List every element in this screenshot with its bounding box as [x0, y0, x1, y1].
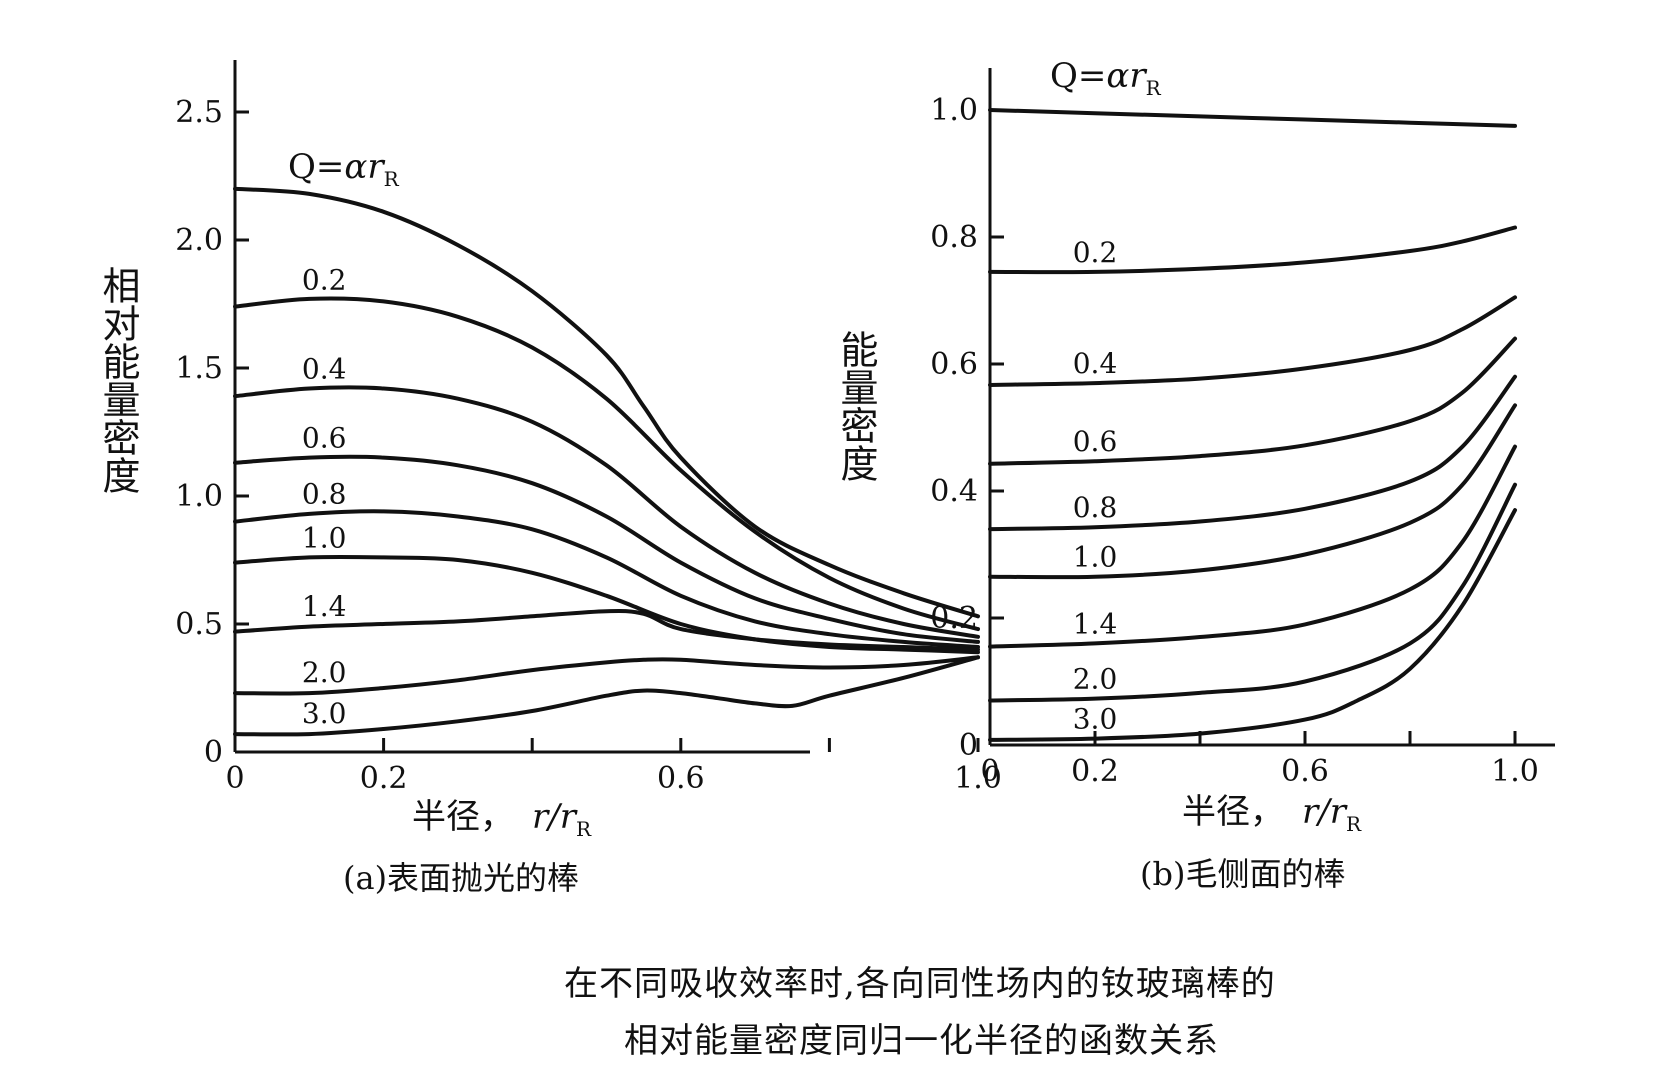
x-tick-label: 1.0	[954, 761, 1002, 796]
panel-a-x-label-math: r/r	[532, 797, 578, 837]
y-tick-label: 1.0	[175, 479, 223, 514]
panel-b-x-label-text: 半径，	[1182, 792, 1284, 832]
x-tick-label: 0.6	[657, 761, 705, 796]
panel-a-subcaption: (a)表面抛光的棒	[343, 859, 579, 897]
curve-label-3.0: 3.0	[1073, 703, 1118, 736]
panel-a-legend-prefix: Q=	[288, 147, 344, 187]
panel-a-legend-title: Q=αrR	[288, 147, 400, 191]
curve-label-0.2: 0.2	[302, 263, 347, 296]
y-tick-label: 2.0	[175, 223, 223, 258]
curve-label-2.0: 2.0	[302, 656, 347, 689]
curve-q-2.0	[988, 482, 1517, 703]
panel-a-y-ticks: 0 0.5 1.0 1.5 2.0 2.5	[175, 95, 249, 770]
y-tick-label: 0.8	[930, 220, 978, 255]
y-tick-label: 1.0	[930, 93, 978, 128]
panel-b-legend-prefix: Q=	[1050, 56, 1106, 96]
y-tick-label: 1.5	[175, 351, 223, 386]
curve-q-0.6	[988, 336, 1517, 466]
panel-a-x-ticks: 0 0.2 0.6 1.0	[225, 738, 1002, 796]
y-tick-label: 0.6	[930, 347, 978, 382]
curve-q-2.0	[233, 655, 980, 696]
curve-q-1.0	[233, 554, 980, 655]
panel-b-legend-alpha: αr	[1106, 56, 1147, 96]
curve-label-0.6: 0.6	[1073, 425, 1118, 458]
curve-label-1.0: 1.0	[302, 521, 347, 554]
y-tick-label: 2.5	[175, 95, 223, 130]
y-tick-label: 0.4	[930, 474, 978, 509]
x-tick-label: 0	[225, 761, 244, 796]
curve-q-0.4	[988, 295, 1517, 387]
panel-a-x-label-text: 半径，	[412, 797, 514, 837]
curve-q-0	[233, 186, 980, 619]
panel-a-curve-labels: 0.2 0.4 0.6 0.8 1.0 1.4 2.0 3.0	[302, 263, 347, 730]
panel-a-x-label-sub: R	[576, 817, 592, 841]
curve-q-3.0	[233, 655, 980, 737]
curve-q-0.6	[233, 454, 980, 644]
panel-a-legend-sub: R	[384, 167, 400, 191]
panel-b-y-label: 能量密度	[834, 330, 878, 482]
y-tick-label: 0	[959, 728, 978, 763]
x-tick-label: 0.6	[1281, 754, 1329, 789]
figure-caption-line-2: 相对能量密度同归一化半径的函数关系	[624, 1021, 1219, 1061]
curve-q-0	[988, 108, 1517, 128]
curve-label-0.2: 0.2	[1073, 236, 1118, 269]
y-tick-label: 0.5	[175, 607, 223, 642]
panel-b-legend-title: Q=αrR	[1050, 56, 1162, 100]
y-tick-label: 0.2	[930, 601, 978, 636]
x-tick-label: 0.2	[1071, 754, 1119, 789]
panel-b-x-label-math: r/r	[1302, 792, 1348, 832]
panel-a-y-label: 相对能量密度	[96, 266, 140, 494]
curve-q-3.0	[988, 508, 1517, 742]
curve-q-0.8	[233, 509, 980, 649]
panel-b-y-ticks: 0 0.2 0.4 0.6 0.8 1.0	[930, 93, 1004, 763]
panel-b-x-label-sub: R	[1346, 812, 1362, 836]
curve-label-0.8: 0.8	[1073, 491, 1118, 524]
curve-q-1.4	[233, 609, 980, 652]
curve-label-1.4: 1.4	[1073, 607, 1118, 640]
panel-a-x-label: 半径， r/rR	[412, 797, 592, 841]
panel-b-curve-labels: 0.2 0.4 0.6 0.8 1.0 1.4 2.0 3.0	[1073, 236, 1118, 736]
panel-a-curves	[233, 186, 980, 737]
curve-q-0.2	[988, 225, 1517, 275]
curve-q-0.8	[988, 374, 1517, 532]
curve-label-3.0: 3.0	[302, 697, 347, 730]
figure-caption-line-1: 在不同吸收效率时,各向同性场内的钕玻璃棒的	[564, 964, 1276, 1004]
curve-q-0.2	[233, 296, 980, 632]
x-tick-label: 0.2	[360, 761, 408, 796]
curve-label-0.8: 0.8	[302, 477, 347, 510]
panel-a-polished-rod: 0 0.5 1.0 1.5 2.0 2.5 0 0.2 0.6 1.0 0.2 0.4 0.6 0.8…	[96, 60, 1002, 897]
x-tick-label: 0	[980, 754, 999, 789]
panel-b-subcaption: (b)毛侧面的棒	[1140, 855, 1345, 893]
curve-q-0.4	[233, 385, 980, 639]
curve-label-2.0: 2.0	[1073, 663, 1118, 696]
curve-label-1.0: 1.0	[1073, 541, 1118, 574]
curve-label-0.4: 0.4	[302, 352, 347, 385]
curve-label-1.4: 1.4	[302, 590, 347, 623]
curve-label-0.4: 0.4	[1073, 347, 1118, 380]
panel-b-frosted-rod: 0 0.2 0.4 0.6 0.8 1.0 0 0.2 0.6 1.0 0.2 0.4 0.6 0.8…	[834, 56, 1555, 893]
panel-b-curves	[988, 108, 1517, 742]
panel-b-x-label: 半径， r/rR	[1182, 792, 1362, 836]
panel-b-axes	[988, 68, 1555, 747]
curve-label-0.6: 0.6	[302, 422, 347, 455]
curve-q-1.4	[988, 444, 1517, 649]
panel-a-axes	[233, 60, 810, 754]
curve-q-1.0	[988, 403, 1517, 580]
panel-b-legend-sub: R	[1146, 76, 1162, 100]
panel-a-legend-alpha: αr	[344, 147, 385, 187]
x-tick-label: 1.0	[1491, 754, 1539, 789]
y-tick-label: 0	[204, 735, 223, 770]
